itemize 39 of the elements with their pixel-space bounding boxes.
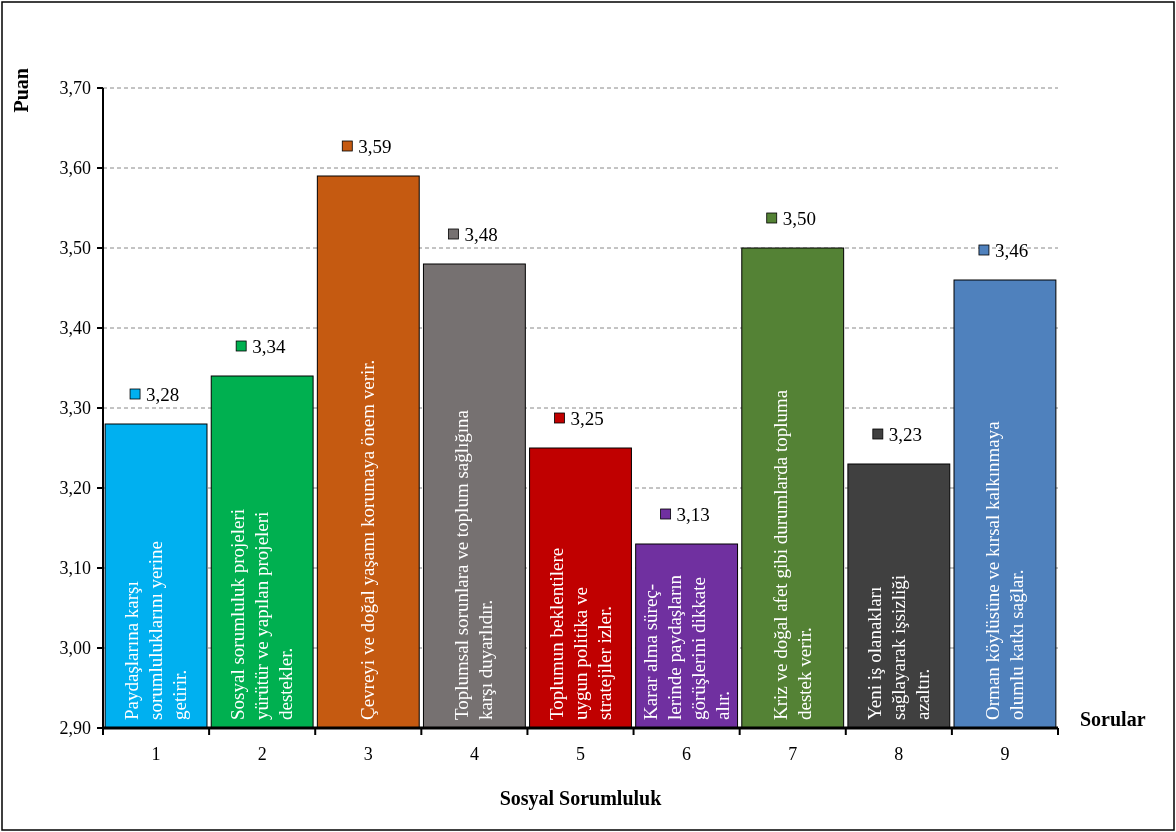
data-label: 3,23 [888, 424, 923, 445]
data-label: 3,48 [464, 224, 498, 245]
x-tick-label: 8 [894, 744, 904, 764]
y-tick-label: 3,00 [59, 638, 91, 658]
annotation: Toplumun beklentilere uygun politika ve stratejiler izler. [545, 547, 615, 720]
y-axis-title: Puan [10, 68, 32, 113]
x-tick-label: 7 [788, 744, 798, 764]
y-tick-label: 3,70 [59, 78, 91, 98]
x-axis-title: Sosyal Sorumluluk [499, 787, 663, 810]
y-tick-label: 3,30 [59, 398, 91, 418]
x-tick-label: 4 [469, 744, 479, 764]
data-label: 3,46 [994, 240, 1029, 261]
y-tick-label: 2,90 [59, 718, 91, 738]
data-label: 3,25 [570, 408, 604, 429]
x-tick-label: 1 [151, 744, 161, 764]
x-tick-label: 3 [363, 744, 373, 764]
data-label: 3,13 [676, 504, 710, 525]
data-label: 3,50 [782, 208, 816, 229]
data-label: 3,34 [252, 336, 286, 357]
x-tick-label: 2 [257, 744, 267, 764]
data-label: 3,28 [146, 384, 180, 405]
annotation: Toplumsal sorunlara ve toplum sağlığına karşı duyarlıdır. [451, 409, 497, 720]
y-tick-label: 3,40 [59, 318, 91, 338]
annotation: Paydaşlarına karşı sorumluluklarını yerine getirir. [121, 541, 191, 720]
annotation: Sosyal sorumluluk projeleri yürütür ve yapılan projeleri destekler. [227, 508, 297, 720]
x-tick-label: 6 [682, 744, 692, 764]
y-tick-label: 3,20 [59, 478, 91, 498]
annotation: Kriz ve doğal afet gibi durumlarda topluma destek verir. [769, 389, 815, 720]
y-tick-label: 3,50 [59, 238, 91, 258]
x2-axis-title: Sorular [1080, 708, 1146, 730]
annotation: Orman köylüsüne ve kırsal kalkınmaya olumlu katkı sağlar. [981, 420, 1027, 720]
annotation: Yeni iş olanakları sağlayarak işsizliği azaltır. [863, 574, 933, 720]
y-tick-label: 3,10 [59, 558, 91, 578]
data-label: 3,59 [358, 136, 392, 157]
annotation: Çevreyi ve doğal yaşamı korumaya önem verir. [357, 359, 379, 720]
x-tick-label: 5 [576, 744, 585, 764]
annotation: Karar alma süreç- lerinde paydaşların görüşlerini dikkate alır. [639, 574, 733, 720]
x-tick-label: 9 [1000, 744, 1010, 764]
y-tick-label: 3,60 [59, 158, 91, 178]
